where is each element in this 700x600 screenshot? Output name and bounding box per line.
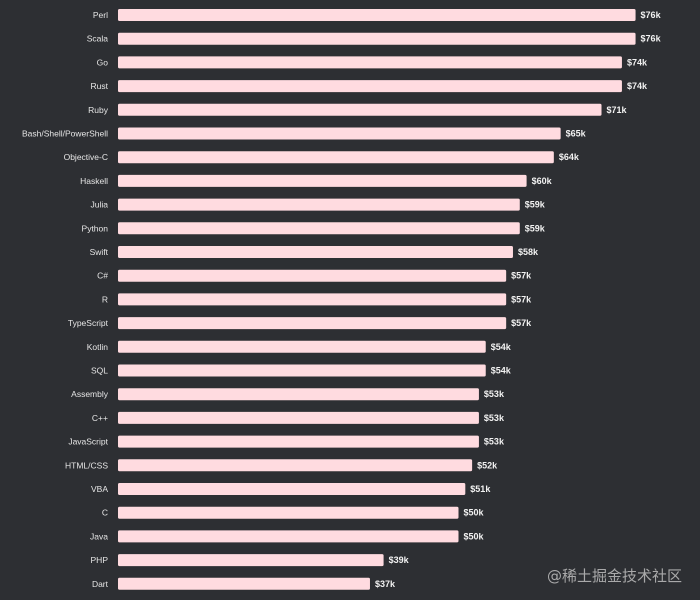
value-label-c: $57k [511, 271, 532, 281]
category-label-ruby: Ruby [88, 105, 109, 115]
category-label-javascript: JavaScript [68, 437, 108, 447]
category-label-objective-c: Objective-C [64, 152, 108, 162]
value-label-c: $50k [464, 508, 485, 518]
category-label-r: R [102, 294, 108, 304]
category-label-rust: Rust [91, 81, 109, 91]
value-label-sql: $54k [491, 366, 512, 376]
value-label-javascript: $53k [484, 437, 505, 447]
bar-vba [118, 483, 466, 495]
value-label-swift: $58k [518, 247, 539, 257]
bar-sql [118, 364, 486, 377]
bar-c [118, 269, 507, 282]
category-label-haskell: Haskell [80, 176, 108, 186]
value-label-typescript: $57k [511, 318, 532, 328]
value-label-bash-shell-powershell: $65k [566, 129, 587, 139]
category-label-php: PHP [91, 555, 109, 565]
bar-typescript [118, 317, 507, 330]
bar-ruby [118, 103, 602, 116]
category-label-python: Python [82, 223, 109, 233]
value-label-go: $74k [627, 57, 648, 67]
bar-bash-shell-powershell [118, 127, 561, 140]
category-label-vba: VBA [91, 484, 108, 494]
bar-javascript [118, 435, 479, 448]
bar-html-css [118, 459, 473, 472]
bar-java [118, 530, 459, 543]
value-label-r: $57k [511, 294, 532, 304]
bar-perl [118, 9, 636, 21]
category-label-c: C [102, 508, 108, 518]
category-label-go: Go [97, 57, 109, 67]
bar-rust [118, 80, 622, 93]
value-label-kotlin: $54k [491, 342, 512, 352]
value-label-html-css: $52k [477, 460, 498, 470]
category-label-java: Java [90, 531, 108, 541]
bar-python [118, 222, 520, 235]
category-label-julia: Julia [91, 200, 109, 210]
value-labels: $76k $76k $74k $74k $71k $65k $64k $60k $59k $59k… [375, 10, 662, 589]
category-label-sql: SQL [91, 366, 108, 376]
bar-assembly [118, 388, 479, 401]
bar-c [118, 411, 479, 424]
bar-objective-c [118, 151, 554, 164]
value-label-scala: $76k [641, 34, 662, 44]
value-label-julia: $59k [525, 200, 546, 210]
value-label-objective-c: $64k [559, 152, 580, 162]
value-label-java: $50k [464, 531, 485, 541]
value-label-ruby: $71k [607, 105, 628, 115]
bar-go [118, 56, 622, 69]
bar-haskell [118, 174, 527, 187]
bar-kotlin [118, 340, 486, 353]
category-label-dart: Dart [92, 579, 109, 589]
category-label-assembly: Assembly [71, 389, 109, 399]
value-label-perl: $76k [641, 10, 662, 20]
bar-dart [118, 577, 370, 590]
category-label-c: C# [97, 271, 108, 281]
category-labels: Perl Scala Go Rust Ruby Bash/Shell/PowerShell… [22, 10, 109, 589]
value-label-haskell: $60k [532, 176, 553, 186]
watermark-text: @稀土掘金技术社区 [546, 567, 682, 585]
bar-php [118, 554, 384, 567]
category-label-kotlin: Kotlin [87, 342, 109, 352]
category-label-scala: Scala [87, 34, 109, 44]
category-label-swift: Swift [90, 247, 109, 257]
category-label-typescript: TypeScript [68, 318, 109, 328]
category-label-c: C++ [92, 413, 108, 423]
bars [118, 9, 636, 590]
bar-julia [118, 198, 520, 211]
value-label-dart: $37k [375, 579, 396, 589]
value-label-c: $53k [484, 413, 505, 423]
bar-r [118, 293, 507, 306]
bar-scala [118, 32, 636, 45]
category-label-html-css: HTML/CSS [65, 460, 108, 470]
value-label-rust: $74k [627, 81, 648, 91]
value-label-php: $39k [389, 555, 410, 565]
category-label-bash-shell-powershell: Bash/Shell/PowerShell [22, 129, 108, 139]
bar-swift [118, 246, 513, 258]
value-label-vba: $51k [470, 484, 491, 494]
category-label-perl: Perl [93, 10, 108, 20]
bar-c [118, 506, 459, 519]
value-label-python: $59k [525, 223, 546, 233]
value-label-assembly: $53k [484, 389, 505, 399]
